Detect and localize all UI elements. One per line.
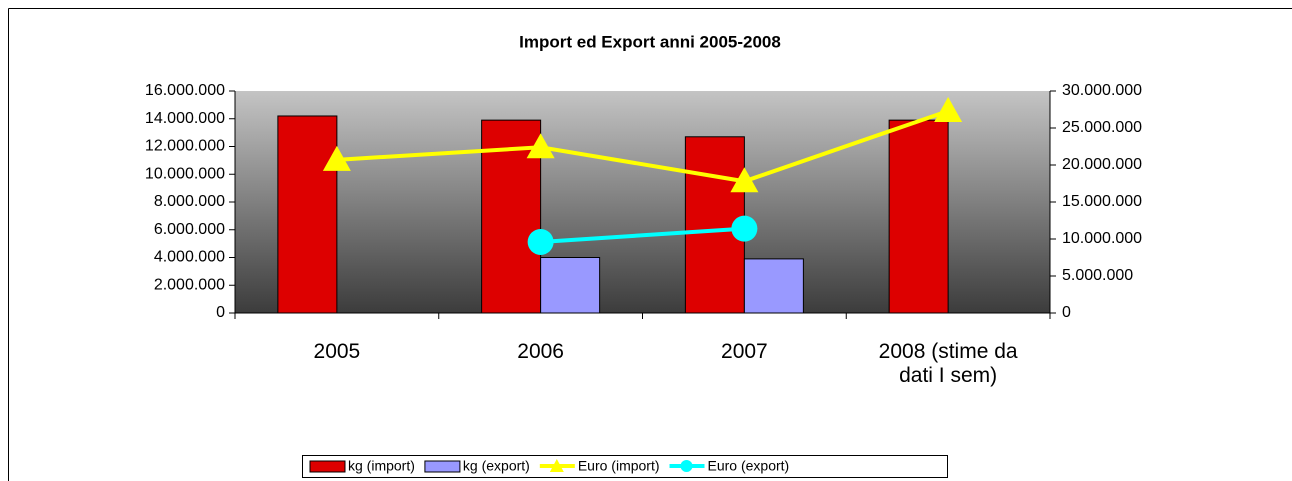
- marker: [527, 228, 554, 255]
- marker: [322, 145, 351, 171]
- legend-label: kg (import): [348, 458, 415, 474]
- legend-swatch: [424, 460, 461, 473]
- line: [336, 109, 949, 184]
- y2-tick-label: 10.000.000: [1062, 230, 1142, 247]
- x-tick-label: 2005: [313, 340, 361, 363]
- x-tick-label: 2007: [721, 340, 768, 363]
- bar: [743, 258, 804, 314]
- legend-label: Euro (export): [708, 458, 790, 474]
- y2-tick-label: 20.000.000: [1062, 156, 1142, 173]
- y2-tick-label: 5.000.000: [1062, 267, 1133, 284]
- y2-tick-label: 0: [1062, 304, 1071, 321]
- legend-label: Euro (import): [578, 458, 660, 474]
- y-tick-label: 2.000.000: [154, 276, 225, 293]
- marker: [934, 96, 963, 122]
- marker: [730, 167, 759, 193]
- marker: [526, 133, 555, 159]
- y-tick-label: 4.000.000: [154, 249, 225, 266]
- x-tick-label: 2006: [517, 340, 564, 363]
- legend-marker: [680, 460, 693, 472]
- legend: [302, 455, 948, 478]
- bar: [888, 119, 949, 314]
- chart-title: Import ed Export anni 2005-2008: [519, 32, 781, 51]
- y-tick-label: 10.000.000: [145, 165, 225, 182]
- y-tick-label: 6.000.000: [154, 221, 225, 238]
- y2-tick-label: 15.000.000: [1062, 193, 1142, 210]
- bar: [277, 115, 338, 314]
- y2-tick-label: 30.000.000: [1062, 82, 1142, 99]
- y-tick-label: 16.000.000: [145, 82, 225, 99]
- marker: [731, 215, 758, 242]
- y-tick-label: 0: [216, 304, 225, 321]
- x-tick-label: 2008 (stime da dati I sem): [878, 340, 1018, 387]
- legend-swatch: [309, 460, 346, 473]
- line: [540, 226, 745, 244]
- legend-label: kg (export): [463, 458, 530, 474]
- y-tick-label: 12.000.000: [145, 138, 225, 155]
- bar: [540, 257, 601, 314]
- legend-marker: [549, 459, 564, 472]
- y-tick-label: 14.000.000: [145, 110, 225, 127]
- y2-tick-label: 25.000.000: [1062, 119, 1142, 136]
- y-tick-label: 8.000.000: [154, 193, 225, 210]
